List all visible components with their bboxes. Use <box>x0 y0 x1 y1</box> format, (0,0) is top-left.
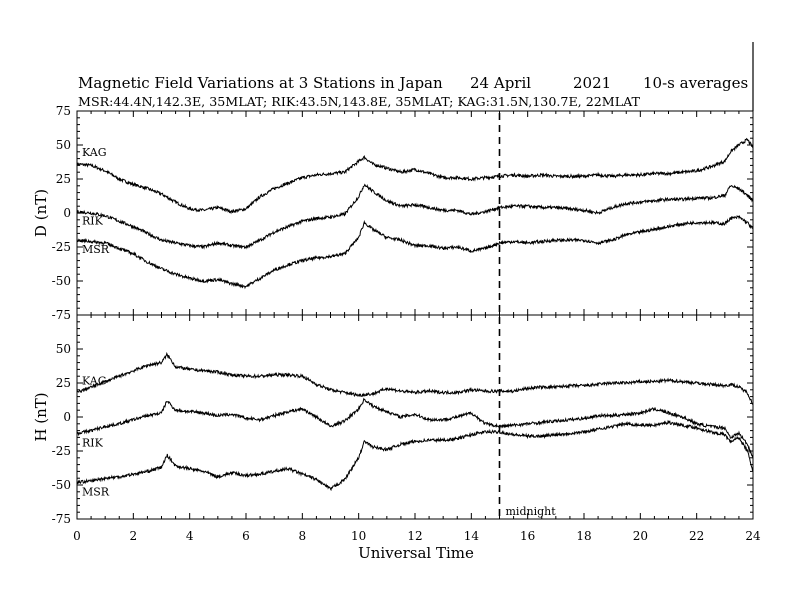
y-tick-label-D: -75 <box>52 308 71 322</box>
x-tick-label: 6 <box>242 529 250 543</box>
series-line-H-MSR <box>76 419 754 492</box>
x-tick-label: 14 <box>464 529 480 543</box>
y-tick-label-H: 0 <box>63 410 71 424</box>
series-label-H-KAG: KAG <box>82 375 107 388</box>
x-tick-label: 12 <box>407 529 422 543</box>
x-tick-label: 0 <box>73 529 81 543</box>
series-label-H-RIK: RIK <box>82 436 104 449</box>
chart-date: 24 April <box>470 74 531 92</box>
y-tick-label-H: 25 <box>56 376 71 390</box>
series-line-H-KAG <box>76 351 754 406</box>
series-line-H-RIK <box>76 397 754 459</box>
x-tick-label: 20 <box>633 529 648 543</box>
x-tick-label: 16 <box>520 529 535 543</box>
y-tick-label-D: 25 <box>56 172 71 186</box>
x-tick-label: 22 <box>689 529 704 543</box>
y-tick-label-H: 50 <box>56 342 71 356</box>
panel-frame-H <box>76 314 754 520</box>
y-tick-label-D: -25 <box>52 240 71 254</box>
chart-year: 2021 <box>573 74 611 92</box>
x-tick-label: 18 <box>576 529 591 543</box>
series-line-D-MSR <box>76 214 754 290</box>
x-tick-label: 24 <box>745 529 761 543</box>
y-tick-label-H: -75 <box>52 512 71 526</box>
series-label-D-RIK: RIK <box>82 215 104 228</box>
series-label-D-MSR: MSR <box>82 243 110 256</box>
chart-averaging: 10-s averages <box>643 74 748 92</box>
x-tick-label: 8 <box>299 529 307 543</box>
x-tick-label: 2 <box>130 529 138 543</box>
panel-frame-D <box>76 110 754 316</box>
y-tick-label-D: 50 <box>56 138 71 152</box>
chart-plot-area: 75 50 25 0 -25 -50 -75 D (nT) KAG RIK MSR 50 25 0 -25 -… <box>32 42 761 543</box>
x-tick-label: 4 <box>186 529 194 543</box>
x-tick-label: 10 <box>351 529 366 543</box>
chart-subtitle: MSR:44.4N,142.3E, 35MLAT; RIK:43.5N,143.… <box>78 95 640 109</box>
series-label-D-KAG: KAG <box>82 146 107 159</box>
y-tick-label-D: 75 <box>56 104 71 118</box>
series-line-D-RIK <box>76 183 754 250</box>
x-axis-title: Universal Time <box>358 544 474 562</box>
y-tick-label-D: -50 <box>52 274 71 288</box>
y-axis-title-H: H (nT) <box>32 392 50 441</box>
midnight-annotation: midnight <box>506 505 557 518</box>
y-axis-title-D: D (nT) <box>32 189 50 237</box>
series-label-H-MSR: MSR <box>82 485 110 498</box>
series-line-D-KAG <box>76 137 754 215</box>
chart-title: Magnetic Field Variations at 3 Stations … <box>78 74 443 92</box>
y-tick-label-D: 0 <box>63 206 71 220</box>
y-tick-label-H: -50 <box>52 478 71 492</box>
y-tick-label-H: -25 <box>52 444 71 458</box>
